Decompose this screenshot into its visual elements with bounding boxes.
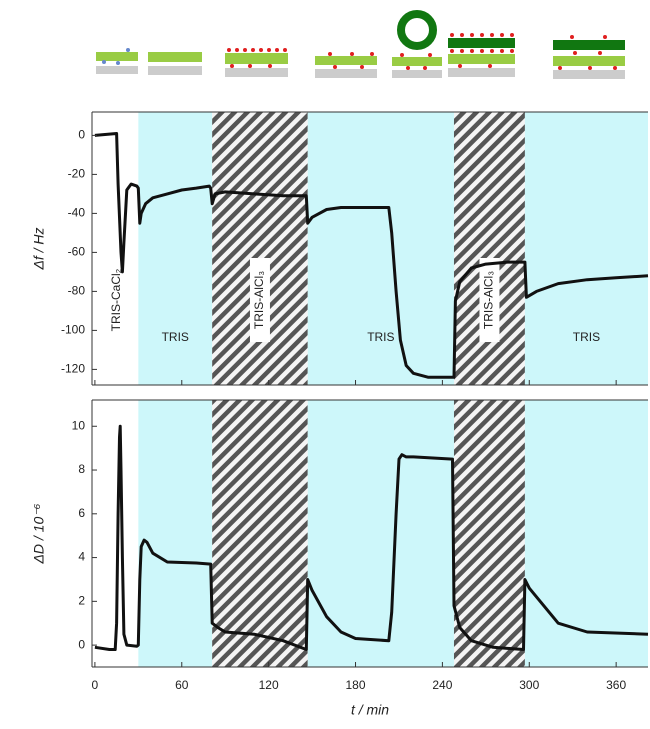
y-tick-label: -100 [61,323,85,337]
region [308,400,454,667]
x-tick-label: 300 [519,678,539,692]
y-tick-label: -40 [68,206,86,220]
x-tick-label: 360 [606,678,626,692]
y-tick-label: -80 [68,284,86,298]
y-tick-label: 10 [72,418,86,432]
region [212,112,308,385]
region-label: TRIS-AlCl₃ [482,271,496,329]
region-label: TRIS [367,330,394,344]
y-tick-label: 8 [78,462,85,476]
region-label: TRIS-CaCl₂ [109,268,123,331]
y-axis-label: ΔD / 10⁻⁶ [31,503,47,564]
x-tick-label: 120 [259,678,279,692]
x-axis-label: t / min [351,702,389,718]
x-tick-label: 60 [175,678,189,692]
region-label: TRIS-AlCl₃ [252,271,266,329]
region-label: TRIS [162,330,189,344]
y-tick-label: 0 [78,128,85,142]
y-tick-label: 2 [78,594,85,608]
y-tick-label: -60 [68,245,86,259]
y-tick-label: 0 [78,637,85,651]
region [212,400,308,667]
y-tick-label: 4 [78,550,85,564]
region [138,400,212,667]
x-tick-label: 240 [432,678,452,692]
y-tick-label: 6 [78,506,85,520]
region [525,400,648,667]
y-tick-label: -120 [61,362,85,376]
region [454,400,525,667]
y-axis-label: Δf / Hz [31,227,47,270]
schematic-icons [96,14,625,79]
region [454,112,525,385]
chart: TRIS-CaCl₂ TRIS TRIS-AlCl₃ TRIS TRIS-AlCl₃ TR… [0,0,650,724]
region-label: TRIS [573,330,600,344]
x-tick-label: 180 [346,678,366,692]
y-tick-label: -20 [68,167,86,181]
x-tick-label: 0 [92,678,99,692]
